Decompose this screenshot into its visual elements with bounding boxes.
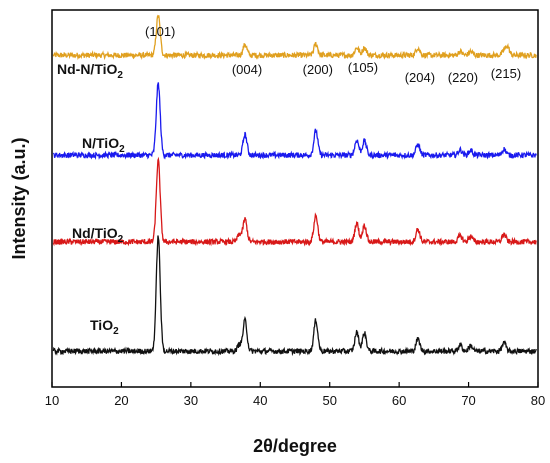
x-tick-label: 70 xyxy=(461,393,475,408)
x-tick-label: 80 xyxy=(531,393,545,408)
y-axis-label: Intensity (a.u.) xyxy=(9,137,29,259)
x-axis-label: 2θ/degree xyxy=(253,436,337,456)
series-label-subscript: 2 xyxy=(113,326,119,337)
x-tick-label: 10 xyxy=(45,393,59,408)
series-label-main: N/TiO xyxy=(82,135,119,151)
peak-annotation: (215) xyxy=(491,66,521,81)
peak-annotation: (105) xyxy=(348,60,378,75)
peak-annotation: (220) xyxy=(448,70,478,85)
plot-area xyxy=(52,14,537,357)
x-tick-label: 40 xyxy=(253,393,267,408)
series-label: Nd-N/TiO2 xyxy=(57,61,123,81)
series-line-3 xyxy=(52,235,537,357)
peak-annotations: (101) (004) (200) (105) (204) (220) (215) xyxy=(145,24,521,85)
series-label-subscript: 2 xyxy=(117,70,123,81)
peak-annotation: (204) xyxy=(405,70,435,85)
x-tick-label: 60 xyxy=(392,393,406,408)
series-label-subscript: 2 xyxy=(118,234,124,245)
series-line-1 xyxy=(52,82,537,160)
plot-frame xyxy=(51,9,539,388)
series-label-main: TiO xyxy=(90,317,113,333)
series-label: Nd/TiO2 xyxy=(72,225,124,245)
x-tick-label: 20 xyxy=(114,393,128,408)
series-line-2 xyxy=(52,156,537,247)
series-label: N/TiO2 xyxy=(82,135,125,155)
peak-annotation: (200) xyxy=(303,62,333,77)
x-tick-label: 30 xyxy=(184,393,198,408)
series-label-subscript: 2 xyxy=(119,144,125,155)
peak-annotation: (101) xyxy=(145,24,175,39)
x-axis-ticks: 10 20 30 40 50 60 70 80 xyxy=(45,382,545,408)
series-label-main: Nd/TiO xyxy=(72,225,118,241)
series-line-0 xyxy=(52,14,537,61)
series-label-main: Nd-N/TiO xyxy=(57,61,118,77)
series-label: TiO2 xyxy=(90,317,119,337)
x-tick-label: 50 xyxy=(322,393,336,408)
peak-annotation: (004) xyxy=(232,62,262,77)
